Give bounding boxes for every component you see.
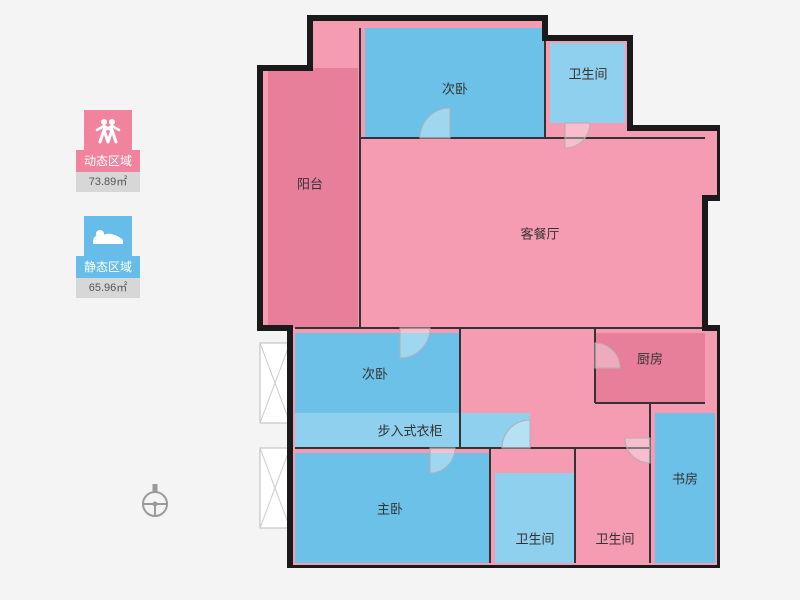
people-icon [84,110,132,150]
room-study [655,413,715,563]
sleep-icon [84,216,132,256]
room-master [295,453,490,563]
room-bed2a [365,28,545,138]
legend-item-dynamic: 动态区域 73.89㎡ [76,110,140,192]
room-living [360,138,705,333]
legend: 动态区域 73.89㎡ 静态区域 65.96㎡ [76,110,140,298]
canvas: 动态区域 73.89㎡ 静态区域 65.96㎡ 客餐厅阳台厨房卫生间次卧卫生间次… [0,0,800,600]
legend-item-static: 静态区域 65.96㎡ [76,216,140,298]
room-bath3 [580,473,650,563]
legend-value-dynamic: 73.89㎡ [76,172,140,192]
room-closet [295,413,530,448]
legend-label-dynamic: 动态区域 [76,150,140,172]
floor-plan: 客餐厅阳台厨房卫生间次卧卫生间次卧步入式衣柜主卧卫生间书房 [250,8,720,568]
legend-value-static: 65.96㎡ [76,278,140,298]
legend-label-static: 静态区域 [76,256,140,278]
room-bath1 [550,43,625,123]
room-balcony [268,68,358,328]
compass-icon [135,480,175,520]
room-bath2 [495,473,575,563]
floor-plan-svg [250,8,720,568]
room-bed2b [295,333,460,413]
